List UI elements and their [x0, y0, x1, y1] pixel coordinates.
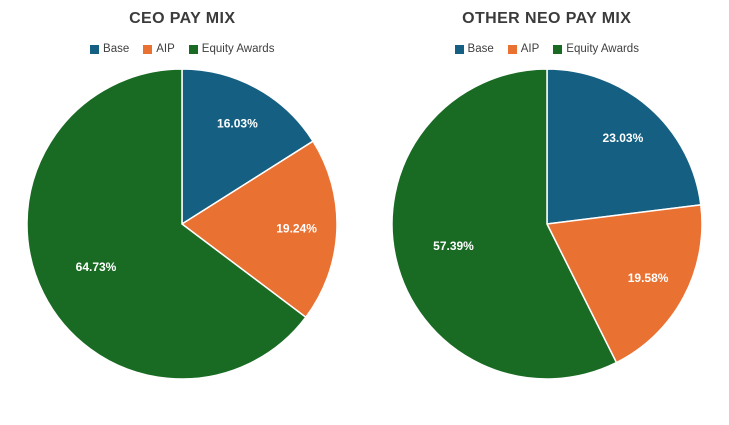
ceo-chart-title: CEO PAY MIX	[129, 10, 236, 27]
neo-chart-title: OTHER NEO PAY MIX	[462, 10, 632, 27]
legend-swatch-base	[90, 44, 100, 54]
pie-slice-equity-awards	[391, 68, 618, 380]
slice-value-label-base: 23.03%	[602, 131, 643, 145]
other-neo-pay-mix-chart: OTHER NEO PAY MIX Base AIP Equity Awards…	[365, 0, 729, 425]
slice-value-label-equity-awards: 57.39%	[433, 239, 474, 253]
legend-swatch-equity-awards	[188, 44, 198, 54]
legend-swatch-equity-awards	[553, 44, 563, 54]
legend-item-base: Base	[90, 43, 129, 55]
legend-label-aip: AIP	[520, 43, 540, 55]
ceo-pay-mix-chart: CEO PAY MIX Base AIP Equity Awards 16.03…	[26, 10, 338, 380]
legend-label-equity-awards: Equity Awards	[566, 43, 639, 55]
pie-slice-base	[181, 68, 315, 226]
pie-slice-aip	[545, 204, 703, 364]
legend-swatch-aip	[507, 44, 517, 54]
slice-value-label-aip: 19.58%	[627, 271, 668, 285]
pie-slice-base	[546, 68, 702, 225]
legend-label-base: Base	[103, 43, 130, 55]
slice-value-label-base: 16.03%	[217, 117, 258, 131]
legend-item-aip: AIP	[143, 43, 175, 55]
legend-item-aip: AIP	[507, 43, 540, 55]
legend-item-equity-awards: Equity Awards	[188, 43, 275, 55]
legend-label-aip: AIP	[156, 43, 175, 55]
neo-chart-legend: Base AIP Equity Awards	[454, 41, 639, 57]
other-neo-pay-mix-pie: 23.03% 19.58% 57.39%	[391, 68, 703, 380]
ceo-chart-legend: Base AIP Equity Awards	[90, 41, 274, 57]
slice-value-label-equity-awards: 64.73%	[76, 260, 117, 274]
legend-item-base: Base	[454, 43, 494, 55]
legend-label-base: Base	[467, 43, 494, 55]
legend-item-equity-awards: Equity Awards	[553, 43, 639, 55]
legend-swatch-base	[454, 44, 464, 54]
ceo-pay-mix-pie: 16.03% 19.24% 64.73%	[26, 68, 338, 380]
slice-value-label-aip: 19.24%	[276, 222, 317, 236]
legend-label-equity-awards: Equity Awards	[201, 43, 275, 55]
pie-slice-equity-awards	[26, 68, 308, 380]
pie-slice-aip	[180, 140, 338, 319]
legend-swatch-aip	[143, 44, 153, 54]
